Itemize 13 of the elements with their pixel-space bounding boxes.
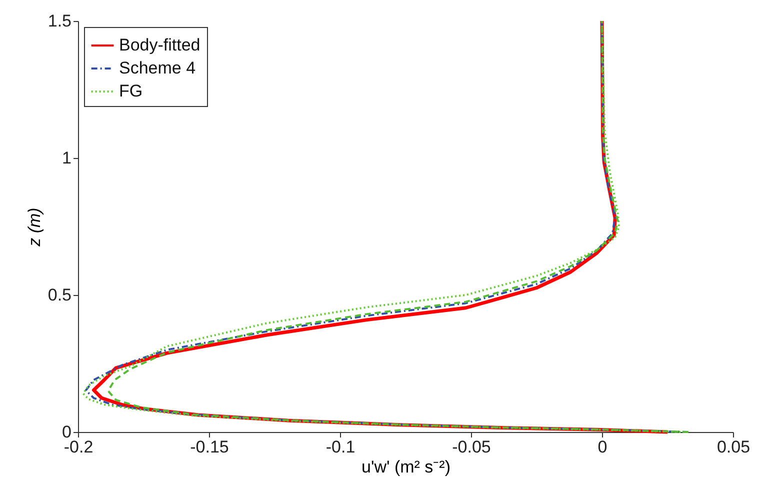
legend-label: Body-fitted: [119, 36, 200, 54]
x-tick-label: 0.05: [716, 438, 750, 456]
x-axis-title: u'w' (m² s⁻²): [362, 458, 450, 476]
y-tick-label: 1.5: [48, 12, 72, 30]
y-axis-title: z (m): [24, 208, 44, 248]
x-tick-label: -0.15: [190, 438, 229, 456]
y-tick-label: 1: [62, 148, 72, 168]
x-tick-label: -0.1: [326, 438, 356, 456]
y-tick-label: 0.5: [48, 286, 72, 304]
legend-label: FG: [119, 82, 143, 100]
x-tick-label: 0: [598, 438, 608, 456]
x-tick-label: -0.05: [452, 438, 491, 456]
legend-label: Scheme 4: [119, 58, 196, 78]
